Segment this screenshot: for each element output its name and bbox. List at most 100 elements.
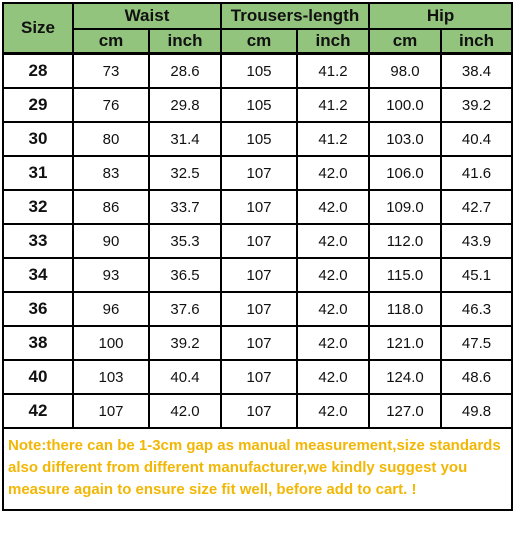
hip-inch-cell: 46.3 <box>439 291 513 327</box>
table-row: 32 86 33.7 107 42.0 109.0 42.7 <box>2 189 513 225</box>
hip-cm-cell: 98.0 <box>368 52 442 89</box>
length-inch-cell: 42.0 <box>296 393 370 429</box>
waist-cm-cell: 86 <box>72 189 150 225</box>
waist-inch-cell: 39.2 <box>148 325 222 361</box>
table-row: 34 93 36.5 107 42.0 115.0 45.1 <box>2 257 513 293</box>
length-cm-cell: 107 <box>220 257 298 293</box>
table-row: 31 83 32.5 107 42.0 106.0 41.6 <box>2 155 513 191</box>
size-cell: 38 <box>2 325 74 361</box>
length-cm-cell: 107 <box>220 393 298 429</box>
size-cell: 28 <box>2 52 74 89</box>
length-inch-cell: 42.0 <box>296 223 370 259</box>
waist-cm-cell: 83 <box>72 155 150 191</box>
waist-cm-cell: 96 <box>72 291 150 327</box>
waist-cm-cell: 107 <box>72 393 150 429</box>
table-row: 30 80 31.4 105 41.2 103.0 40.4 <box>2 121 513 157</box>
hip-cm-cell: 109.0 <box>368 189 442 225</box>
hip-inch-cell: 48.6 <box>439 359 513 395</box>
hip-cm-cell: 121.0 <box>368 325 442 361</box>
hip-inch-cell: 43.9 <box>439 223 513 259</box>
hip-cm-cell: 124.0 <box>368 359 442 395</box>
size-cell: 30 <box>2 121 74 157</box>
hip-cm-cell: 106.0 <box>368 155 442 191</box>
length-inch-header: inch <box>296 28 370 55</box>
waist-cm-cell: 80 <box>72 121 150 157</box>
length-cm-header: cm <box>220 28 298 55</box>
hip-cm-cell: 127.0 <box>368 393 442 429</box>
length-inch-cell: 41.2 <box>296 121 370 157</box>
size-chart-body: 28 73 28.6 105 41.2 98.0 38.4 29 76 29.8 105 41.2 10… <box>2 52 513 429</box>
table-row: 40 103 40.4 107 42.0 124.0 48.6 <box>2 359 513 395</box>
size-cell: 36 <box>2 291 74 327</box>
waist-cm-cell: 93 <box>72 257 150 293</box>
waist-cm-cell: 76 <box>72 87 150 123</box>
waist-inch-cell: 40.4 <box>148 359 222 395</box>
hip-inch-cell: 38.4 <box>439 52 513 89</box>
hip-inch-cell: 41.6 <box>439 155 513 191</box>
length-cm-cell: 107 <box>220 155 298 191</box>
hip-inch-cell: 42.7 <box>439 189 513 225</box>
hip-cm-cell: 115.0 <box>368 257 442 293</box>
header-group-row: Size Waist Trousers-length Hip <box>2 2 513 55</box>
waist-inch-cell: 33.7 <box>148 189 222 225</box>
size-cell: 34 <box>2 257 74 293</box>
table-row: 29 76 29.8 105 41.2 100.0 39.2 <box>2 87 513 123</box>
note-row: Note:there can be 1-3cm gap as manual me… <box>1 427 513 511</box>
length-inch-cell: 41.2 <box>296 87 370 123</box>
header-unit-row: cm inch cm inch cm inch <box>3 28 513 55</box>
hip-inch-cell: 45.1 <box>439 257 513 293</box>
waist-cm-header: cm <box>72 28 150 55</box>
size-cell: 31 <box>2 155 74 191</box>
length-cm-cell: 107 <box>220 189 298 225</box>
length-inch-cell: 41.2 <box>296 52 370 89</box>
size-header: Size <box>2 2 74 55</box>
hip-header: Hip <box>367 2 513 30</box>
size-cell: 42 <box>2 393 74 429</box>
hip-inch-cell: 39.2 <box>439 87 513 123</box>
waist-inch-cell: 31.4 <box>148 121 222 157</box>
waist-cm-cell: 90 <box>72 223 150 259</box>
waist-cm-cell: 100 <box>72 325 150 361</box>
length-cm-cell: 107 <box>220 325 298 361</box>
waist-inch-cell: 32.5 <box>148 155 222 191</box>
waist-inch-cell: 35.3 <box>148 223 222 259</box>
table-row: 36 96 37.6 107 42.0 118.0 46.3 <box>2 291 513 327</box>
size-cell: 32 <box>2 189 74 225</box>
hip-cm-cell: 103.0 <box>368 121 442 157</box>
table-row: 42 107 42.0 107 42.0 127.0 49.8 <box>2 393 513 429</box>
length-inch-cell: 42.0 <box>296 155 370 191</box>
waist-inch-header: inch <box>148 28 222 55</box>
hip-cm-cell: 100.0 <box>368 87 442 123</box>
table-row: 38 100 39.2 107 42.0 121.0 47.5 <box>2 325 513 361</box>
hip-cm-cell: 118.0 <box>368 291 442 327</box>
length-inch-cell: 42.0 <box>296 325 370 361</box>
length-inch-cell: 42.0 <box>296 257 370 293</box>
hip-inch-cell: 40.4 <box>439 121 513 157</box>
waist-cm-cell: 73 <box>72 52 150 89</box>
table-row: 33 90 35.3 107 42.0 112.0 43.9 <box>2 223 513 259</box>
measurement-note: Note:there can be 1-3cm gap as manual me… <box>1 427 513 511</box>
waist-inch-cell: 36.5 <box>148 257 222 293</box>
length-inch-cell: 42.0 <box>296 189 370 225</box>
size-cell: 40 <box>2 359 74 395</box>
length-cm-cell: 105 <box>220 87 298 123</box>
waist-inch-cell: 29.8 <box>148 87 222 123</box>
length-cm-cell: 107 <box>220 223 298 259</box>
length-cm-cell: 107 <box>220 291 298 327</box>
hip-inch-cell: 49.8 <box>439 393 513 429</box>
length-inch-cell: 42.0 <box>296 291 370 327</box>
size-cell: 33 <box>2 223 74 259</box>
length-inch-cell: 42.0 <box>296 359 370 395</box>
size-chart-table: Size Waist Trousers-length Hip cm inch c… <box>1 2 513 511</box>
length-cm-cell: 105 <box>220 52 298 89</box>
waist-inch-cell: 37.6 <box>148 291 222 327</box>
hip-cm-cell: 112.0 <box>368 223 442 259</box>
hip-cm-header: cm <box>368 28 442 55</box>
table-row: 28 73 28.6 105 41.2 98.0 38.4 <box>2 52 513 89</box>
length-cm-cell: 107 <box>220 359 298 395</box>
waist-cm-cell: 103 <box>72 359 150 395</box>
waist-header: Waist <box>72 2 222 30</box>
trousers-length-header: Trousers-length <box>220 2 370 30</box>
length-cm-cell: 105 <box>220 121 298 157</box>
hip-inch-header: inch <box>439 28 513 55</box>
